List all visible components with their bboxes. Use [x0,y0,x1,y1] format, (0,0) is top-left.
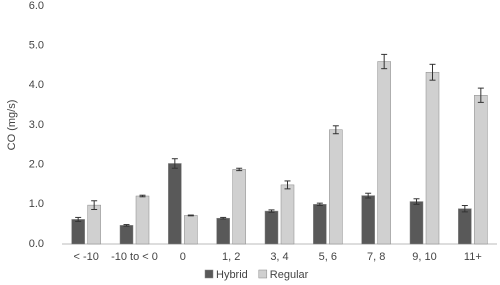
bar [280,184,295,245]
error-bar [171,158,178,169]
bar [458,208,472,245]
error-bar [75,216,82,222]
bar [425,71,440,245]
bar [329,129,343,245]
error-bar [413,198,420,205]
bar [232,169,246,245]
error-bar [91,200,98,210]
bar [361,195,375,245]
bar [119,225,134,245]
y-tick-label: 5.0 [29,40,44,52]
bar [168,163,182,245]
x-tick-label: 5, 6 [319,251,337,263]
error-bar [187,214,194,217]
error-bar [220,216,227,220]
x-tick-label: 1, 2 [222,251,240,263]
legend-label: Hybrid [216,269,248,281]
x-tick-label: 0 [180,251,186,263]
error-bar [284,180,291,190]
bar [409,201,424,245]
error-bar [268,209,275,213]
x-tick-label: < -10 [73,251,98,263]
y-tick-label: 1.0 [29,198,44,210]
error-bar [365,192,372,199]
y-tick-label: 6.0 [29,0,44,12]
error-bar [332,125,339,135]
error-bar [139,194,146,198]
bar [184,215,198,245]
x-tick-label: 7, 8 [367,251,385,263]
error-bar [461,205,468,213]
bar [71,219,85,245]
bar [264,210,279,245]
legend-swatch [204,269,214,279]
y-tick-label: 3.0 [29,119,44,131]
error-bar [381,53,388,70]
error-bar [316,202,323,207]
x-tick-label: 9, 10 [412,251,436,263]
error-bar [429,63,436,81]
error-bar [236,167,243,172]
y-tick-label: 0.0 [29,238,44,250]
error-bar [477,87,484,103]
bar [474,95,488,245]
legend-label: Regular [270,269,309,281]
bar [313,204,327,245]
bar [87,204,101,245]
error-bar [123,224,130,227]
bar [216,217,230,245]
bar [135,195,150,245]
x-tick-label: -10 to < 0 [111,251,158,263]
y-tick-label: 4.0 [29,79,44,91]
bar [377,61,391,245]
x-tick-label: 3, 4 [270,251,288,263]
y-axis-title: CO (mg/s) [6,100,18,151]
x-tick-label: 11+ [464,251,482,263]
legend-swatch [258,269,268,279]
y-tick-label: 2.0 [29,159,44,171]
